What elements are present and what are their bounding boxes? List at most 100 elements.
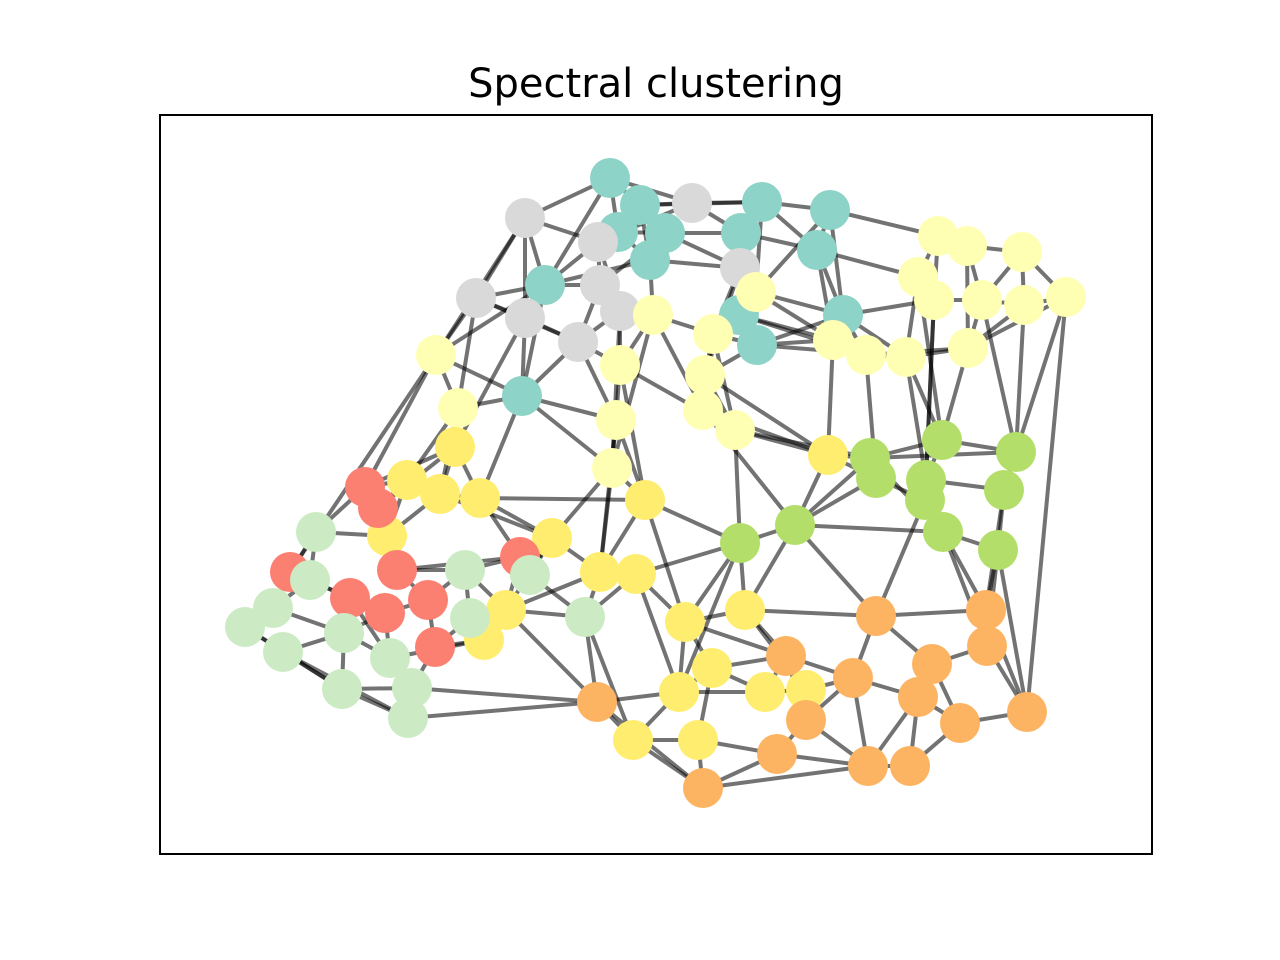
graph-node-green xyxy=(775,505,815,545)
graph-node-light-yellow xyxy=(600,345,640,385)
graph-node-yellow xyxy=(692,648,732,688)
graph-node-orange xyxy=(757,734,797,774)
graph-node-mint xyxy=(290,560,330,600)
graph-node-green xyxy=(996,432,1036,472)
graph-node-orange xyxy=(1007,692,1047,732)
graph-edge xyxy=(702,764,869,790)
graph-node-light-yellow xyxy=(693,314,733,354)
graph-edge xyxy=(874,499,927,617)
graph-node-teal xyxy=(737,325,777,365)
graph-node-gray xyxy=(456,278,496,318)
graph-node-light-yellow xyxy=(736,272,776,312)
graph-node-mint xyxy=(510,555,550,595)
graph-node-gray xyxy=(505,298,545,338)
graph-node-light-yellow xyxy=(1046,277,1086,317)
graph-edge xyxy=(744,608,877,618)
graph-node-teal xyxy=(810,190,850,230)
graph-node-teal xyxy=(742,182,782,222)
graph-node-light-yellow xyxy=(416,335,456,375)
graph-node-mint xyxy=(450,598,490,638)
graph-node-orange xyxy=(912,644,952,684)
graph-node-salmon xyxy=(365,593,405,633)
graph-node-mint xyxy=(263,632,303,672)
graph-edge xyxy=(1014,296,1068,453)
graph-node-light-yellow xyxy=(1002,232,1042,272)
graph-node-salmon xyxy=(415,627,455,667)
nodes-layer xyxy=(225,158,1086,808)
graph-node-gray xyxy=(558,322,598,362)
graph-node-yellow xyxy=(435,427,475,467)
graph-edge xyxy=(479,496,646,502)
graph-node-salmon xyxy=(358,488,398,528)
graph-node-gray xyxy=(578,222,618,262)
graph-node-yellow xyxy=(625,480,665,520)
graph-node-light-yellow xyxy=(596,400,636,440)
graph-node-yellow xyxy=(580,552,620,592)
graph-node-orange xyxy=(890,746,930,786)
graph-node-yellow xyxy=(460,478,500,518)
graph-edge xyxy=(634,573,681,693)
chart-title: Spectral clustering xyxy=(468,61,844,107)
graph-edge xyxy=(677,542,742,693)
graph-node-orange xyxy=(848,746,888,786)
graph-node-mint xyxy=(322,669,362,709)
graph-node-light-yellow xyxy=(633,295,673,335)
graph-node-mint xyxy=(296,512,336,552)
graph-node-mint xyxy=(392,668,432,708)
graph-node-orange xyxy=(898,677,938,717)
graph-node-light-yellow xyxy=(886,337,926,377)
graph-node-teal xyxy=(721,213,761,253)
graph-node-yellow xyxy=(725,590,765,630)
graph-node-gray xyxy=(600,291,640,331)
graph-node-yellow xyxy=(420,474,460,514)
graph-edge xyxy=(610,310,622,469)
graph-node-light-yellow xyxy=(813,320,853,360)
graph-edge xyxy=(980,299,1018,453)
graph-edge xyxy=(996,549,1029,713)
graph-edge xyxy=(610,314,655,469)
graph-node-salmon xyxy=(408,580,448,620)
graph-edge xyxy=(411,686,598,704)
graph-node-green xyxy=(923,512,963,552)
graph-node-orange xyxy=(967,626,1007,666)
graph-edge xyxy=(643,499,687,623)
graph-node-green xyxy=(720,523,760,563)
graph-node-yellow xyxy=(665,602,705,642)
graph-node-mint xyxy=(388,698,428,738)
graph-node-orange xyxy=(766,636,806,676)
graph-node-teal xyxy=(630,240,670,280)
graph-node-mint xyxy=(565,597,605,637)
graph-node-light-yellow xyxy=(685,355,725,395)
graph-node-light-yellow xyxy=(715,410,755,450)
graph-node-light-yellow xyxy=(592,448,632,488)
graph-node-light-yellow xyxy=(962,280,1002,320)
graph-edge xyxy=(618,364,647,501)
graph-node-light-yellow xyxy=(948,328,988,368)
graph-node-green xyxy=(984,470,1024,510)
graph-edge xyxy=(794,523,944,534)
graph-node-yellow xyxy=(745,672,785,712)
graph-node-teal xyxy=(502,376,542,416)
graph-node-yellow xyxy=(613,720,653,760)
graph-node-yellow xyxy=(616,554,656,594)
graph-node-gray xyxy=(505,198,545,238)
graph-node-light-yellow xyxy=(1004,285,1044,325)
graph-node-yellow xyxy=(486,590,526,630)
graph-node-green xyxy=(856,458,896,498)
graph-node-mint xyxy=(324,613,364,653)
graph-edge xyxy=(543,176,612,287)
graph-edge xyxy=(1014,304,1026,453)
graph-node-orange xyxy=(786,700,826,740)
graph-edge xyxy=(1025,296,1068,713)
graph-node-teal xyxy=(590,158,630,198)
graph-node-light-yellow xyxy=(914,280,954,320)
graph-node-orange xyxy=(966,590,1006,630)
graph-node-orange xyxy=(683,768,723,808)
graph-edge xyxy=(703,373,830,457)
graph-edge xyxy=(583,616,635,741)
graph-node-light-yellow xyxy=(846,335,886,375)
graph-node-orange xyxy=(856,596,896,636)
graph-edge xyxy=(904,356,928,481)
graph-node-mint xyxy=(370,638,410,678)
